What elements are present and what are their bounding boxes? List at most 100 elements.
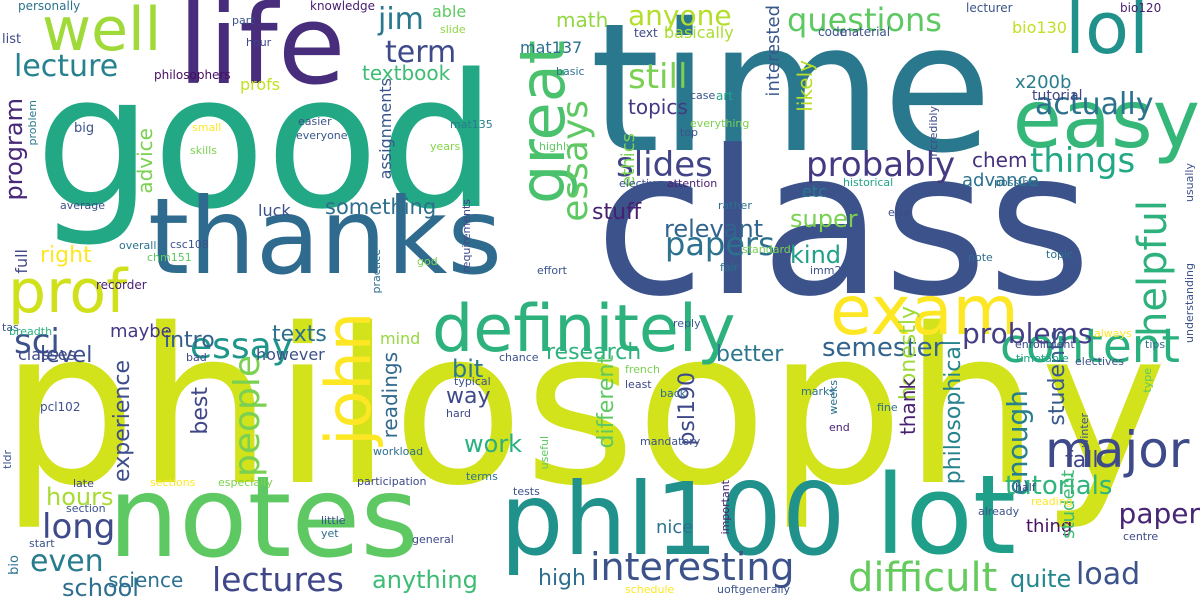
word-problem: problem (26, 100, 39, 146)
word-little: little (321, 514, 346, 527)
word-level: level (40, 343, 93, 368)
word-incredibly: incredibly (927, 106, 940, 160)
word-papers: papers (665, 225, 775, 263)
word-likely: likely (793, 60, 817, 112)
word-bad: bad (186, 351, 207, 364)
word-practice: practice (370, 249, 383, 294)
word-science: science (108, 568, 184, 592)
word-part: part (232, 14, 255, 27)
word-notes: notes (108, 453, 419, 583)
word-class: class (595, 108, 1092, 341)
word-uoftgenerally: uoftgenerally (717, 583, 791, 596)
word-possible: possible (994, 176, 1040, 189)
word-text: text (634, 26, 658, 40)
word-else: else (888, 206, 911, 219)
word-pcl102: pcl102 (40, 400, 81, 414)
word-super: super (790, 205, 858, 233)
word-basically: basically (664, 23, 734, 42)
word-easier: easier (298, 115, 332, 128)
word-lectures: lectures (212, 560, 344, 599)
word-well: well (42, 0, 162, 65)
word-lecture: lecture (14, 49, 119, 84)
word-readings: readings (378, 352, 402, 439)
word-skills: skills (190, 144, 218, 157)
word-participation: participation (357, 475, 427, 488)
word-nice: nice (656, 517, 694, 538)
word-people: people (227, 355, 268, 478)
word-tests: tests (513, 485, 540, 498)
word-god: god (417, 255, 438, 268)
word-understanding: understanding (1183, 263, 1196, 343)
word-best: best (188, 387, 213, 435)
word-easy: easy (1012, 73, 1200, 166)
word-time: time (590, 0, 993, 192)
word-tutorial: tutorial (1032, 88, 1083, 104)
word-tips: tips (1145, 338, 1166, 351)
word-back: back (660, 387, 687, 400)
word-late: late (73, 477, 94, 490)
word-chem: chem (972, 148, 1028, 172)
word-sections: sections (150, 476, 196, 489)
word-helpful: helpful (1130, 200, 1176, 338)
word-way: way (446, 384, 491, 409)
word-chm151: chm151 (147, 251, 192, 264)
word-advice: advice (133, 128, 157, 194)
word-full: full (12, 249, 31, 274)
word-personally: personally (18, 0, 81, 13)
word-art: art (716, 89, 733, 103)
word-mandatory: mandatory (640, 435, 701, 448)
word-centre: centre (1123, 530, 1159, 543)
word-slide: slide (440, 23, 466, 36)
word-least: least (625, 378, 652, 391)
word-bio120: bio120 (1120, 1, 1162, 15)
word-schedule: schedule (625, 583, 675, 596)
word-work: work (464, 430, 523, 458)
word-note: note (968, 251, 993, 264)
word-enrollment: enrollment (1015, 338, 1075, 351)
word-topic: topic (1046, 248, 1074, 261)
word-interesting: interesting (590, 545, 795, 589)
word-lecturer: lecturer (966, 1, 1013, 15)
word-questions: questions (787, 1, 942, 39)
word-life: life (178, 0, 346, 109)
word-jim: jim (378, 2, 424, 37)
word-still: still (628, 57, 688, 97)
word-code: code (818, 25, 847, 39)
word-fine: fine (877, 401, 898, 414)
word-average: average (60, 199, 106, 212)
word-standard: standard (742, 243, 791, 256)
word-everyone: everyone (296, 129, 348, 142)
word-hour: hour (246, 36, 272, 49)
word-right: right (40, 243, 92, 268)
word-mat135: mat135 (450, 118, 493, 131)
word-able: able (432, 2, 467, 21)
word-reading: reading (1031, 495, 1073, 508)
word-already: already (978, 505, 1020, 518)
word-intro: intro (164, 328, 215, 353)
word-slides: slides (616, 145, 713, 185)
word-texts: texts (272, 322, 327, 347)
word-reply: reply (673, 317, 701, 330)
word-small: small (192, 121, 222, 134)
word-highly: highly (539, 140, 573, 153)
word-always: always (1094, 327, 1132, 340)
word-better: better (716, 342, 784, 367)
word-things: things (1030, 141, 1136, 181)
word-anyone: anyone (628, 0, 732, 32)
word-attention: attention (667, 177, 718, 190)
word-effort: effort (537, 264, 567, 277)
word-actually: actually (1035, 87, 1154, 122)
word-school: school (62, 574, 139, 600)
word-exam: exam (830, 272, 1019, 351)
word-case: case (690, 89, 716, 102)
word-difficult: difficult (848, 555, 998, 600)
word-rather: rather (718, 199, 752, 212)
word-overall: overall (119, 239, 157, 252)
word-basic: basic (556, 65, 585, 78)
word-mat137: mat137 (520, 38, 583, 57)
word-probably: probably (806, 145, 956, 185)
word-yet: yet (321, 527, 339, 540)
word-relevant: relevant (664, 215, 764, 243)
word-research: research (546, 340, 642, 365)
